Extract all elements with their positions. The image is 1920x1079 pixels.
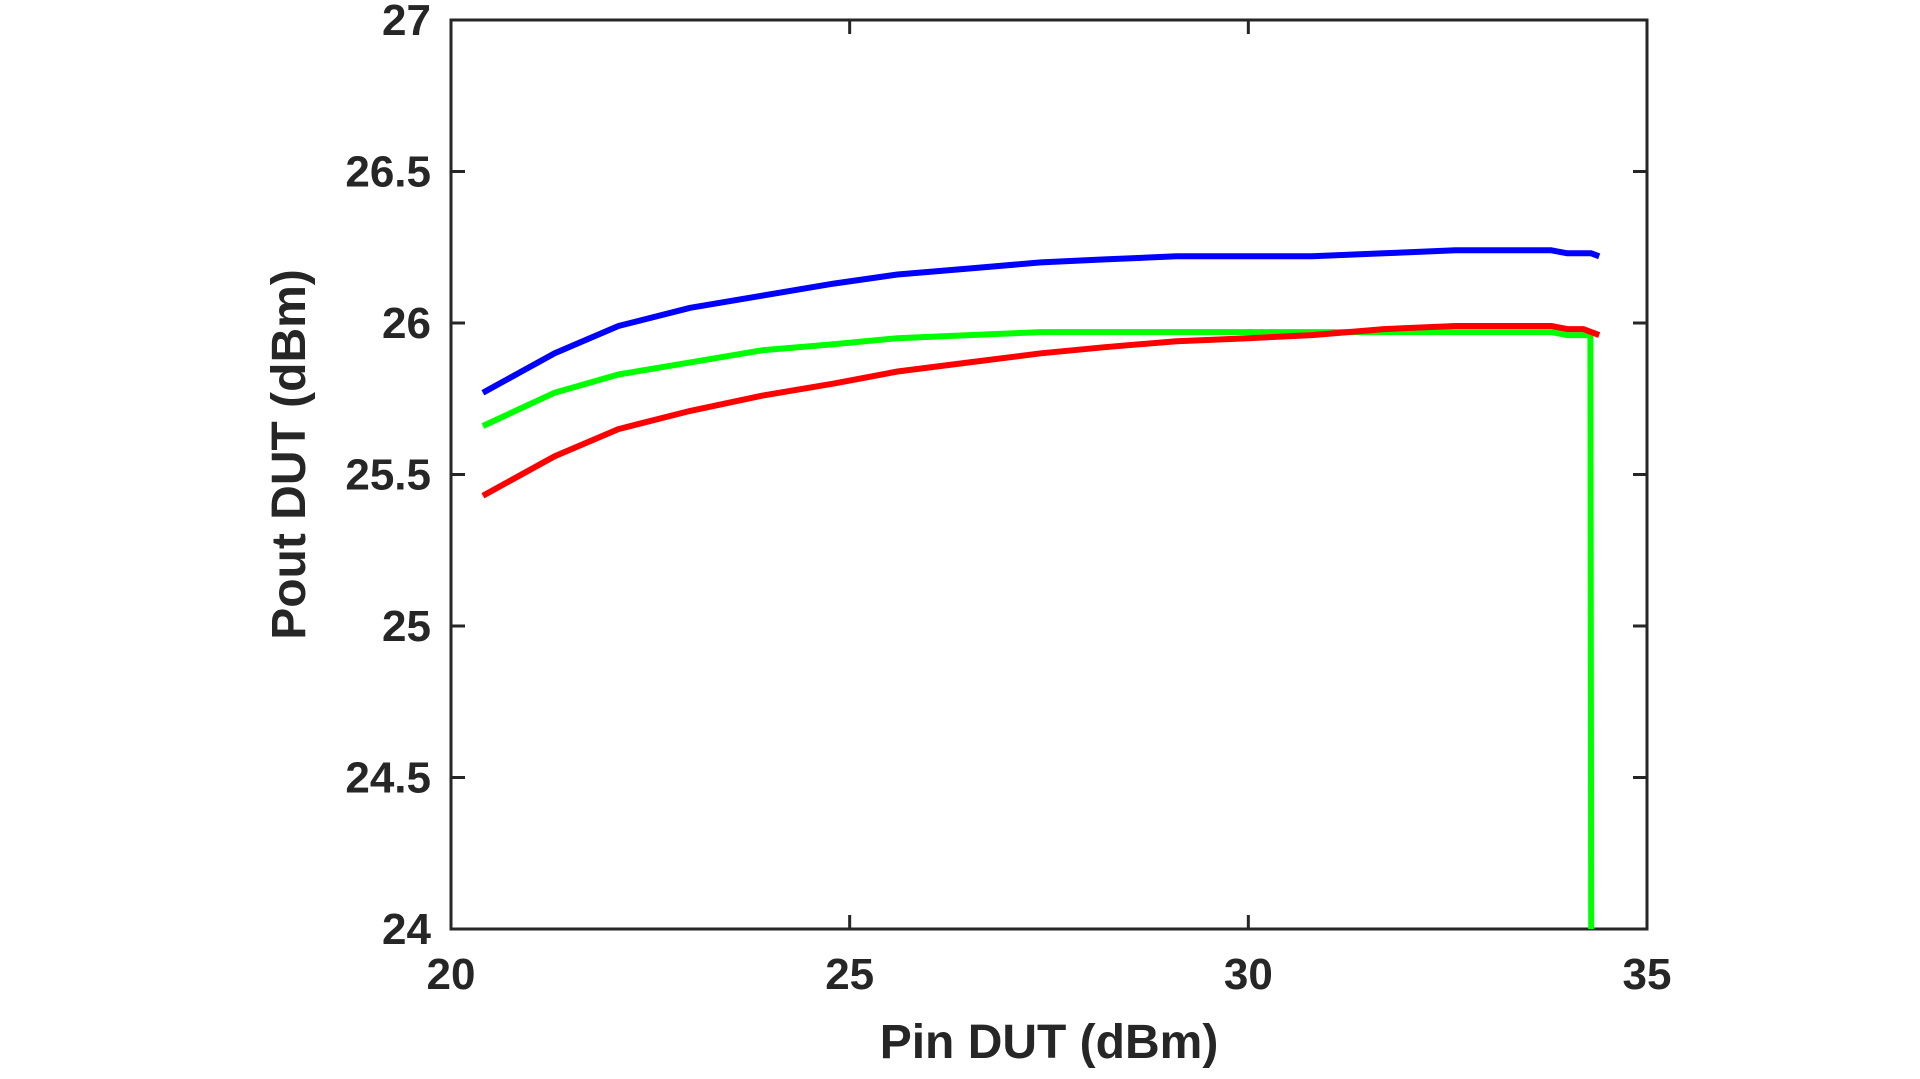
- y-tick-label: 27: [382, 0, 431, 45]
- x-tick-label: 20: [427, 950, 476, 999]
- x-tick-label: 25: [825, 950, 874, 999]
- x-tick-labels: 20 25 30 35: [427, 950, 1672, 999]
- y-tick-label: 24.5: [345, 754, 431, 803]
- series-layer: [481, 247, 1601, 930]
- y-tick-label: 26: [382, 299, 431, 348]
- y-axis-label: Pout DUT (dBm): [263, 269, 316, 640]
- x-tick-label: 30: [1224, 950, 1273, 999]
- x-axis-label: Pin DUT (dBm): [880, 1016, 1219, 1069]
- y-tick-label: 26.5: [345, 148, 431, 197]
- y-tick-label: 25.5: [345, 451, 431, 500]
- y-tick-label: 25: [382, 602, 431, 651]
- x-tick-label: 35: [1623, 950, 1672, 999]
- y-tick-labels: 24 24.5 25 25.5 26 26.5 27: [345, 0, 431, 954]
- y-tick-label: 24: [382, 905, 431, 954]
- axis-ticks: [449, 18, 1649, 931]
- series-line-3: [481, 323, 1601, 499]
- series-line-2: [481, 329, 1595, 930]
- axes-box: [449, 18, 1649, 931]
- series-line-1: [481, 247, 1601, 396]
- plot-area: [449, 18, 1649, 931]
